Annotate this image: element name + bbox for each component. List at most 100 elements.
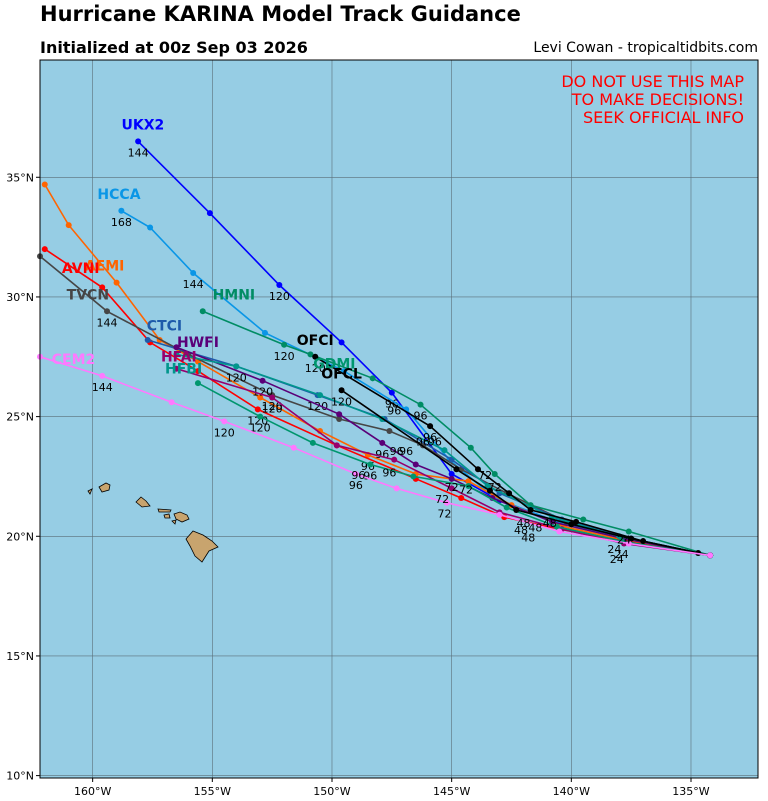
hour-cluster-label: 96: [387, 404, 401, 417]
hour-label: 96: [414, 410, 428, 423]
model-label-hfai: HFAI: [161, 350, 197, 366]
track-point: [338, 339, 345, 346]
track-point: [168, 399, 175, 406]
track-point: [194, 368, 201, 375]
model-label-gdmi: GDMI: [313, 357, 355, 373]
warning-line-3: SEEK OFFICIAL INFO: [583, 108, 744, 127]
hour-cluster-label: 24: [615, 548, 629, 561]
track-point: [467, 444, 474, 451]
track-point: [503, 504, 510, 511]
track-point: [290, 444, 297, 451]
hour-cluster-label: 48: [521, 531, 535, 544]
hour-cluster-label: 24: [610, 553, 624, 566]
model-label-ukx2: UKX2: [122, 117, 165, 133]
track-point: [173, 344, 180, 351]
model-label-hcca: HCCA: [97, 187, 140, 203]
track-point: [506, 490, 513, 497]
track-point: [568, 521, 575, 528]
x-tick-label: 160°W: [74, 785, 111, 798]
track-point: [352, 471, 359, 478]
hour-cluster-label: 48: [516, 517, 530, 530]
track-point: [338, 387, 345, 394]
track-point: [336, 416, 343, 422]
track-point: [527, 506, 534, 513]
page-subtitle: Initialized at 00z Sep 03 2026: [40, 38, 308, 57]
track-point: [580, 516, 587, 523]
hour-label: 120: [331, 395, 352, 408]
track-point: [41, 246, 48, 253]
island-niihau: [87, 488, 93, 495]
model-label-hmni: HMNI: [213, 287, 256, 303]
track-point: [113, 279, 120, 286]
track-point: [309, 439, 316, 446]
track-point: [99, 372, 106, 379]
track-point: [259, 377, 266, 384]
track-point: [443, 499, 450, 506]
track-point: [465, 483, 472, 490]
track-point: [553, 523, 560, 530]
track-point: [465, 478, 472, 485]
track-point: [386, 427, 393, 434]
track-point: [257, 413, 264, 420]
hour-label: 144: [92, 381, 113, 394]
hour-cluster-label: 24: [617, 534, 631, 547]
track-point: [104, 308, 111, 315]
hour-cluster-label: 72: [437, 507, 451, 520]
hour-cluster-label: 96: [416, 436, 430, 449]
track-point: [221, 418, 228, 425]
track-point: [254, 406, 261, 413]
track-point: [388, 389, 395, 396]
track-point: [448, 471, 455, 478]
track-point: [625, 528, 632, 535]
track-point: [336, 411, 343, 418]
track-point: [307, 351, 314, 358]
hour-cluster-label: 48: [514, 524, 528, 537]
island-lanai: [163, 513, 171, 519]
track-point: [99, 284, 106, 291]
island-molokai: [157, 508, 172, 513]
track-point: [427, 423, 434, 430]
hour-label: 168: [111, 216, 132, 229]
hour-label: 144: [97, 316, 118, 329]
track-point: [233, 363, 240, 370]
x-tick-label: 140°W: [553, 785, 590, 798]
model-label-avni: AVNI: [62, 261, 100, 277]
hour-cluster-label: 72: [435, 493, 449, 506]
hour-label: 96: [423, 431, 437, 444]
hour-cluster-label: 48: [543, 517, 557, 530]
warning-line-2: TO MAKE DECISIONS!: [571, 90, 744, 109]
track-point: [441, 447, 448, 454]
hour-label: 120: [262, 400, 283, 413]
track-point: [144, 337, 151, 344]
x-tick-label: 135°W: [672, 785, 709, 798]
model-label-tvcn: TVCN: [67, 287, 109, 303]
track-point: [135, 138, 142, 145]
y-tick-label: 35°N: [6, 171, 34, 184]
track-point: [269, 394, 276, 401]
hour-label: 96: [375, 448, 389, 461]
track-point: [486, 487, 493, 494]
warning-line-1: DO NOT USE THIS MAP: [561, 72, 744, 91]
hour-label: 120: [250, 422, 271, 435]
track-point: [453, 466, 460, 473]
track-point: [391, 456, 398, 463]
hour-label: 120: [305, 362, 326, 375]
model-label-ofcl: OFCL: [321, 366, 362, 382]
track-point: [276, 281, 283, 288]
hour-cluster-label: 96: [428, 436, 442, 449]
track-point: [367, 461, 374, 468]
hour-cluster-label: 96: [351, 469, 365, 482]
track-point: [417, 401, 424, 408]
track-point: [261, 329, 268, 336]
track-line: [197, 382, 711, 557]
track-point: [628, 535, 635, 542]
hour-label: 96: [363, 469, 377, 482]
track-point: [147, 224, 154, 231]
hour-label: 120: [274, 350, 295, 363]
track-point: [573, 518, 580, 525]
hour-cluster-label: 24: [607, 543, 621, 556]
track-point: [412, 461, 419, 468]
hour-cluster-label: 96: [399, 445, 413, 458]
